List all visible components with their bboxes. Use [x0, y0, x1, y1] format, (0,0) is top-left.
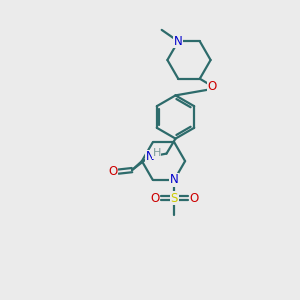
- Text: O: O: [208, 80, 217, 93]
- Text: H: H: [152, 148, 161, 158]
- Text: N: N: [174, 35, 183, 48]
- Text: O: O: [150, 192, 159, 205]
- Text: S: S: [171, 192, 178, 205]
- Text: N: N: [146, 150, 154, 163]
- Text: O: O: [189, 192, 198, 205]
- Text: N: N: [170, 173, 179, 186]
- Text: O: O: [109, 165, 118, 178]
